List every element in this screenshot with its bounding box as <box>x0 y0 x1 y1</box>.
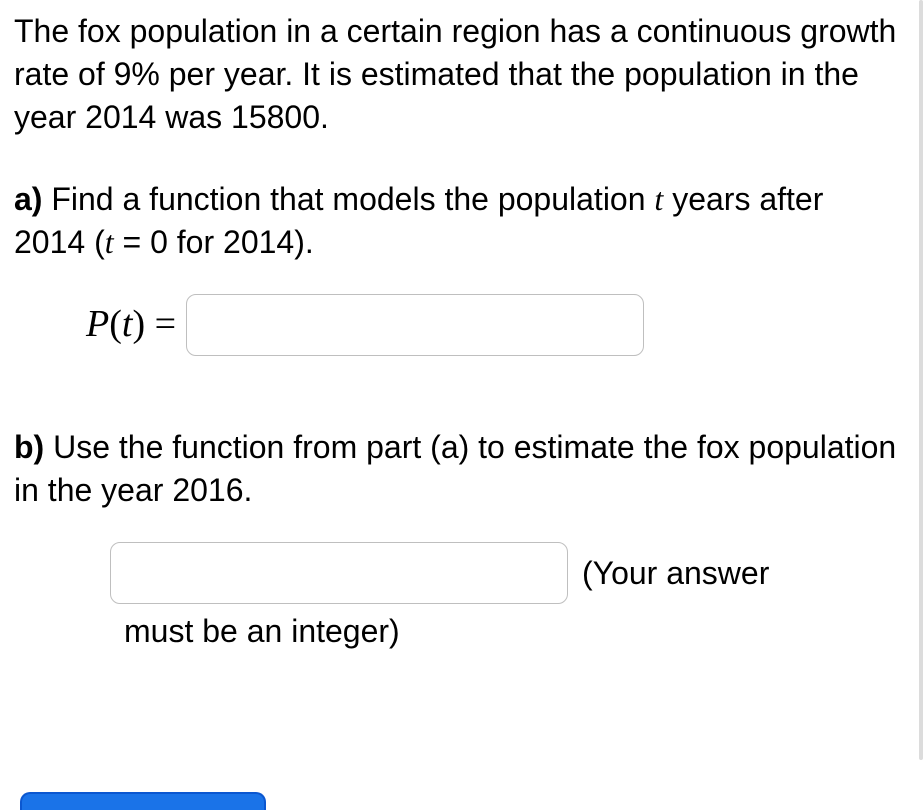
part-a-label: a) <box>14 181 42 217</box>
part-a-answer-row: P(t) = <box>14 294 903 356</box>
math-P: P <box>86 303 109 345</box>
part-b-input[interactable] <box>110 542 568 604</box>
part-a-input[interactable] <box>186 294 644 356</box>
part-b-hint-rest: must be an integer) <box>110 610 903 653</box>
part-a-text-3: for 2014). <box>168 224 314 260</box>
math-equals: = <box>145 303 176 345</box>
part-b-label: b) <box>14 429 44 465</box>
part-b-text: Use the function from part (a) to estima… <box>14 429 896 508</box>
var-t-1: t <box>654 181 663 217</box>
part-b-prompt: b) Use the function from part (a) to est… <box>14 426 903 512</box>
math-open: ( <box>109 303 122 345</box>
part-a-prompt: a) Find a function that models the popul… <box>14 178 903 264</box>
part-b-answer-row: (Your answer must be an integer) <box>14 542 903 653</box>
question-body: The fox population in a certain region h… <box>0 0 923 654</box>
math-close: ) <box>132 303 145 345</box>
submit-button-partial[interactable] <box>20 792 266 810</box>
intro-text: The fox population in a certain region h… <box>14 10 903 140</box>
part-a-text-1: Find a function that models the populati… <box>42 181 654 217</box>
eq-zero: = 0 <box>114 224 168 260</box>
var-t-2: t <box>105 224 114 260</box>
function-label: P(t) = <box>86 299 176 350</box>
part-b-hint-open: (Your answer <box>582 552 769 595</box>
math-t: t <box>122 303 133 345</box>
scrollbar-track[interactable] <box>919 0 923 760</box>
